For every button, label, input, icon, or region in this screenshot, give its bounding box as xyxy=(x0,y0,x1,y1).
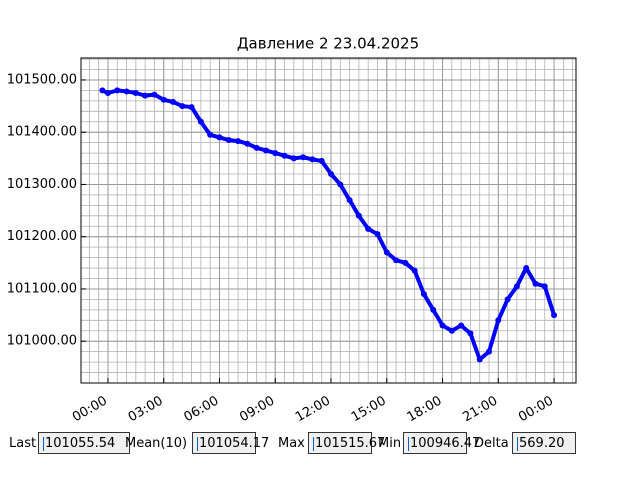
data-point xyxy=(458,322,465,329)
x-tick-label: 21:00 xyxy=(460,393,500,425)
data-point xyxy=(513,283,520,290)
data-point xyxy=(132,90,139,97)
data-point xyxy=(244,140,251,147)
chart: Давление 2 23.04.2025 101000.00 101100.00… xyxy=(7,35,577,425)
plot-frame xyxy=(80,57,577,384)
x-tick-label: 15:00 xyxy=(349,393,389,425)
data-point xyxy=(486,348,493,355)
data-point xyxy=(318,157,325,164)
data-point xyxy=(170,98,177,105)
x-tick-label: 12:00 xyxy=(293,393,333,425)
stat-label: Delta xyxy=(474,436,509,451)
stat-field[interactable]: 101515.67 xyxy=(308,432,385,454)
data-point xyxy=(467,330,474,337)
data-point xyxy=(188,104,195,111)
data-point xyxy=(142,92,149,99)
chart-title: Давление 2 23.04.2025 xyxy=(237,35,419,53)
x-tick-label: 00:00 xyxy=(70,393,110,425)
data-point xyxy=(541,283,548,290)
y-tick-label: 101100.00 xyxy=(7,281,77,296)
data-point xyxy=(207,131,214,138)
data-point xyxy=(411,267,418,274)
data-point xyxy=(300,154,307,161)
data-point xyxy=(328,170,335,177)
data-point xyxy=(504,296,511,303)
data-point xyxy=(253,144,260,151)
data-point xyxy=(532,280,539,287)
y-tick-label: 101500.00 xyxy=(7,72,77,87)
data-point xyxy=(448,327,455,334)
data-point xyxy=(281,152,288,159)
data-point xyxy=(225,137,232,144)
y-tick-label: 101300.00 xyxy=(7,177,77,192)
x-tick-label: 09:00 xyxy=(237,393,277,425)
data-point xyxy=(402,259,409,266)
stat-label: Mean(10) xyxy=(125,436,188,451)
data-point xyxy=(523,265,530,272)
data-point xyxy=(420,291,427,298)
data-point xyxy=(495,317,502,324)
data-point xyxy=(262,147,269,154)
data-point xyxy=(374,231,381,238)
data-point xyxy=(272,150,279,157)
data-point xyxy=(151,91,158,98)
data-point xyxy=(179,103,186,110)
data-point xyxy=(383,249,390,256)
data-point xyxy=(216,134,223,141)
y-tick-label: 101000.00 xyxy=(7,334,77,349)
x-tick-label: 00:00 xyxy=(516,393,556,425)
stat-field[interactable]: 569.20 xyxy=(512,432,576,454)
data-point xyxy=(337,181,344,188)
x-tick-label: 18:00 xyxy=(405,393,445,425)
data-point xyxy=(365,225,372,232)
data-point xyxy=(123,88,130,95)
stat-label: Min xyxy=(378,436,402,451)
y-tick-label: 101200.00 xyxy=(7,229,77,244)
data-point xyxy=(439,322,446,329)
stat-field[interactable]: 100946.47 xyxy=(403,432,480,454)
data-point xyxy=(104,90,111,97)
stat-field[interactable]: 101055.54 xyxy=(38,432,130,454)
data-point xyxy=(551,312,558,319)
x-tick-label: 06:00 xyxy=(182,393,222,425)
data-point xyxy=(290,155,297,162)
data-point xyxy=(393,257,400,264)
data-point xyxy=(160,96,167,103)
data-point xyxy=(476,356,483,363)
data-point xyxy=(346,197,353,204)
data-point xyxy=(355,212,362,219)
data-point xyxy=(430,306,437,313)
data-point xyxy=(309,156,316,163)
data-point xyxy=(197,118,204,125)
stat-label: Last xyxy=(9,436,37,451)
data-point xyxy=(114,87,121,94)
data-line xyxy=(101,88,556,362)
y-tick-label: 101400.00 xyxy=(7,125,77,140)
data-point xyxy=(235,138,242,145)
data-point xyxy=(99,87,106,94)
stat-field[interactable]: 101054.17 xyxy=(192,432,269,454)
stat-label: Max xyxy=(278,436,305,451)
x-tick-label: 03:00 xyxy=(126,393,166,425)
